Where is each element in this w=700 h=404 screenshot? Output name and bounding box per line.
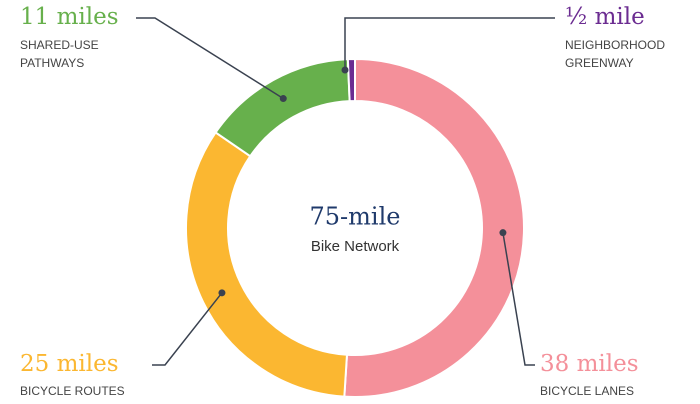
category-label: BICYCLE LANES — [540, 384, 634, 398]
leader-dot — [279, 95, 287, 103]
donut-segment — [343, 57, 525, 398]
leader-line — [344, 17, 555, 70]
donut-segment — [346, 57, 356, 103]
leader-dot — [499, 229, 507, 237]
category-label: SHARED-USE PATHWAYS — [20, 38, 99, 70]
leader-dot — [218, 289, 226, 297]
leader-line — [152, 292, 223, 366]
value-label: 38 miles — [540, 351, 639, 377]
value-label: 11 miles — [20, 4, 119, 30]
center-subtitle: Bike Network — [311, 238, 400, 255]
category-label: NEIGHBORHOOD GREENWAY — [565, 38, 665, 70]
donut-segment — [185, 131, 349, 398]
category-label-line: NEIGHBORHOOD — [565, 38, 665, 52]
category-label-line: PATHWAYS — [20, 56, 84, 70]
donut-segment — [214, 58, 351, 158]
value-label: ½ mile — [565, 4, 645, 30]
category-label: BICYCLE ROUTES — [20, 384, 125, 398]
category-label-line: SHARED-USE — [20, 38, 99, 52]
category-label-line: GREENWAY — [565, 56, 634, 70]
leader-line — [502, 232, 535, 366]
leader-dot — [341, 66, 349, 74]
value-label: 25 miles — [20, 351, 119, 377]
center-title: 75-mile — [310, 203, 401, 231]
leader-line — [136, 17, 284, 100]
